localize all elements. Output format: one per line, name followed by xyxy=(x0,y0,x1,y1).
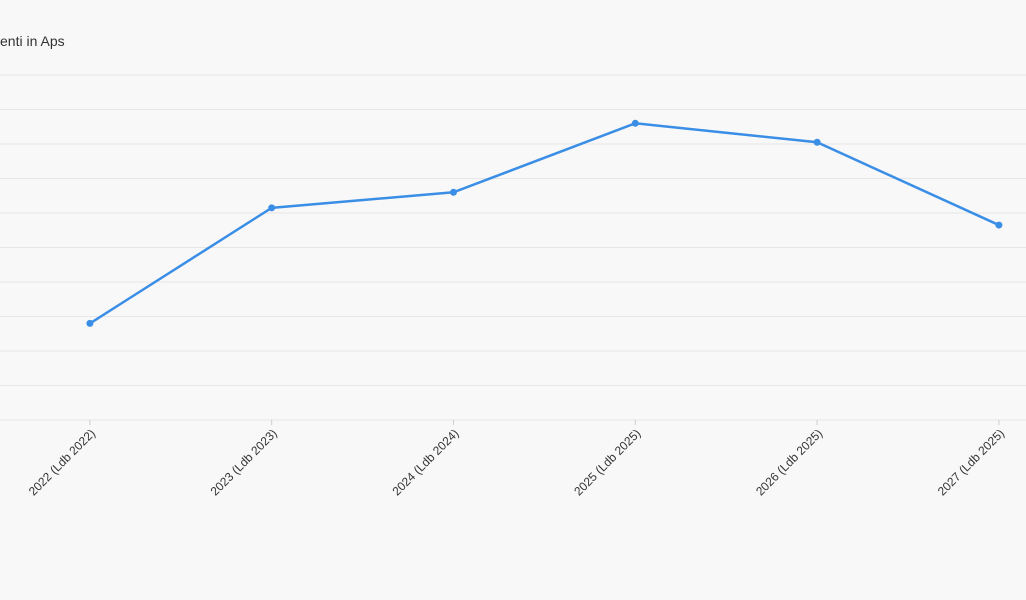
data-point xyxy=(450,188,457,196)
data-point xyxy=(268,204,276,212)
data-point xyxy=(86,319,94,327)
data-point xyxy=(813,138,821,146)
data-point xyxy=(995,221,1003,229)
chart-title: enti in Aps xyxy=(0,33,65,49)
data-point xyxy=(631,119,639,127)
series-line xyxy=(89,122,1000,325)
